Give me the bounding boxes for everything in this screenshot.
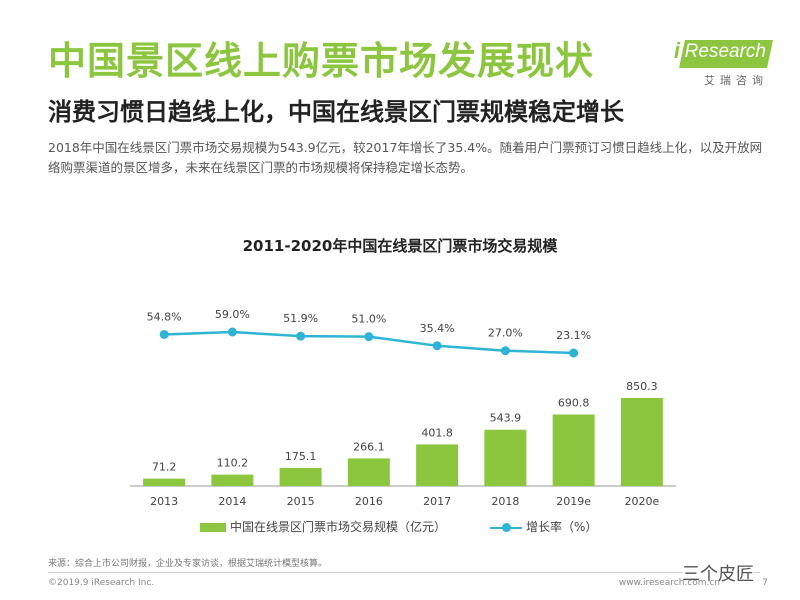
bar-label-2018: 543.9 [490, 412, 522, 425]
bar-label-2013: 71.2 [152, 461, 177, 474]
growth-point-2015 [296, 331, 306, 341]
growth-label-2014: 59.0% [215, 308, 250, 321]
x-tick-2016: 2016 [355, 495, 383, 508]
legend-item-line: 增长率（%） [490, 518, 597, 535]
x-tick-2015: 2015 [287, 495, 315, 508]
growth-label-2013: 54.8% [147, 310, 182, 323]
bar-2020e [620, 398, 663, 486]
logo-brand-text: Research [684, 41, 766, 62]
description-text: 2018年中国在线景区门票市场交易规模为543.9亿元，较2017年增长了35.… [48, 140, 763, 175]
chart-title: 2011-2020年中国在线景区门票市场交易规模 [242, 237, 558, 255]
bar-2018 [484, 429, 527, 486]
bar-label-2014: 110.2 [217, 457, 249, 470]
bar-2019e [552, 414, 595, 486]
x-tick-2019e: 2019e [556, 495, 591, 508]
bar-2017 [416, 444, 459, 486]
growth-label-2018: 27.0% [488, 327, 523, 340]
logo-i: i [673, 38, 680, 63]
legend-swatch-bar [200, 523, 226, 532]
growth-label-2019e: 23.1% [556, 329, 591, 342]
website-text: www.iresearch.com.cn [618, 578, 720, 588]
bar-2014 [211, 474, 254, 486]
growth-label-2016: 51.0% [351, 313, 386, 326]
growth-point-2013 [159, 329, 169, 339]
legend-swatch-line [490, 523, 522, 532]
logo-subtext: 艾瑞咨询 [704, 74, 768, 87]
growth-point-2017 [432, 341, 442, 351]
bar-label-2017: 401.8 [421, 426, 453, 439]
x-tick-2018: 2018 [491, 495, 519, 508]
x-tick-2014: 2014 [218, 495, 246, 508]
page-title: 中国景区线上购票市场发展现状 [48, 39, 595, 83]
page-subtitle: 消费习惯日趋线上化，中国在线景区门票规模稳定增长 [48, 98, 624, 126]
x-tick-2013: 2013 [150, 495, 178, 508]
page-number: 7 [762, 578, 768, 588]
growth-point-2018 [500, 346, 510, 356]
iresearch-logo: i Research 艾瑞咨询 [660, 38, 773, 100]
bar-2016 [347, 458, 390, 486]
bar-label-2020e: 850.3 [626, 380, 658, 393]
legend-label-line: 增长率（%） [526, 520, 598, 534]
watermark-text: 三个皮匠 [682, 560, 754, 586]
footer-divider [48, 572, 760, 573]
x-tick-2020e: 2020e [624, 495, 659, 508]
bar-2013 [143, 478, 186, 486]
bar-label-2016: 266.1 [353, 440, 385, 453]
growth-point-2016 [364, 332, 374, 342]
legend-label-bar: 中国在线景区门票市场交易规模（亿元） [230, 520, 447, 534]
growth-point-2019e [569, 348, 579, 358]
x-tick-2017: 2017 [423, 495, 451, 508]
bar-2015 [279, 467, 322, 486]
bar-label-2019e: 690.8 [558, 397, 590, 410]
source-note: 来源：综合上市公司财报，企业及专家访谈，根据艾瑞统计模型核算。 [48, 559, 328, 569]
growth-label-2017: 35.4% [420, 322, 455, 335]
legend-item-bar: 中国在线景区门票市场交易规模（亿元） [200, 518, 446, 535]
growth-point-2014 [227, 327, 237, 337]
copyright-text: ©2019.9 iResearch Inc. [48, 578, 155, 588]
bar-label-2015: 175.1 [285, 450, 317, 463]
growth-label-2015: 51.9% [283, 312, 318, 325]
